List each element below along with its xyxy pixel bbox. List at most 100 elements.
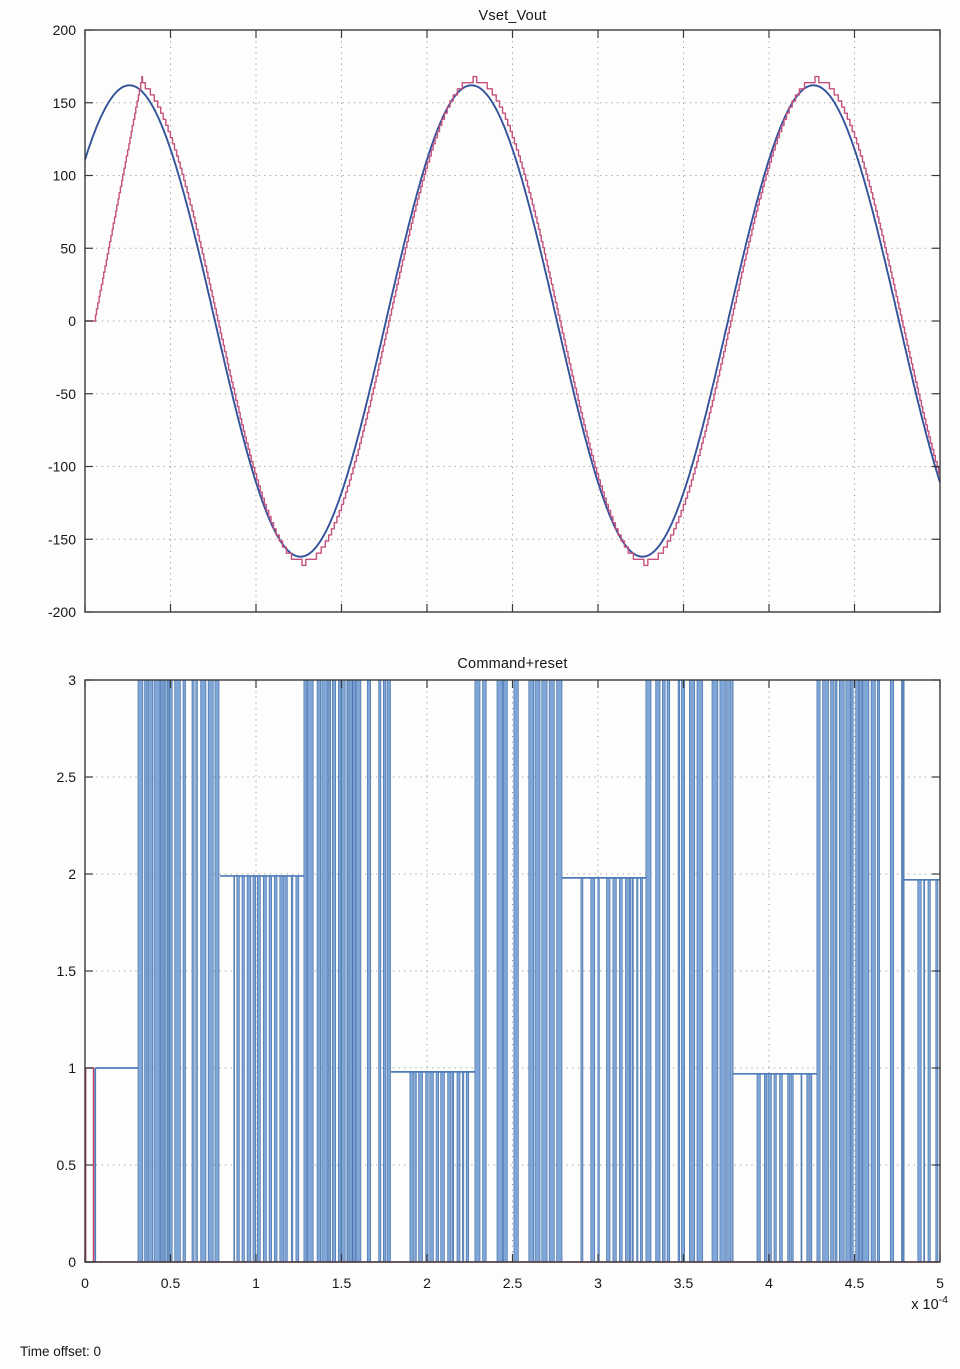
command-pulse-bar: [677, 679, 681, 1263]
command-pulse-bar: [689, 679, 696, 1263]
command-pulse-bar: [233, 875, 235, 1263]
command-pulse-bar: [681, 679, 685, 1263]
command-pulse-bar: [773, 1073, 777, 1263]
command-pulse-bar: [214, 679, 220, 1263]
command-pulse-bar: [174, 679, 181, 1263]
command-pulse-bar: [851, 679, 854, 1263]
command-pulse-bar: [822, 679, 829, 1263]
command-pulse-bar: [927, 879, 931, 1263]
command-pulse-bar: [382, 679, 387, 1263]
command-pulse-bar: [160, 679, 164, 1263]
y-tick-label: 1.5: [57, 963, 77, 979]
x-tick-label: 4: [765, 1275, 773, 1291]
x-tick-label: 5: [936, 1275, 944, 1291]
command-pulse-bar: [800, 1073, 803, 1263]
command-pulse-bar: [845, 679, 851, 1263]
command-pulse-bar: [163, 679, 167, 1263]
command-pulse-bar: [513, 679, 519, 1263]
command-pulse-bar: [409, 1071, 414, 1263]
command-pulse-bar: [366, 679, 371, 1263]
command-pulse-bar: [268, 875, 272, 1263]
y-tick-label: 0.5: [57, 1157, 77, 1173]
command-pulse-bar: [451, 1071, 455, 1263]
command-pulse-bar: [835, 679, 838, 1263]
command-pulse-bar: [169, 679, 173, 1263]
command-pulse-bar: [338, 679, 342, 1263]
command-pulse-bar: [425, 1071, 429, 1263]
command-pulse-bar: [236, 875, 240, 1263]
command-pulse-bar: [767, 1073, 772, 1263]
command-pulse-bar: [830, 679, 835, 1263]
command-pulse-bar: [923, 879, 926, 1263]
command-pulse-bar: [341, 679, 346, 1263]
x-tick-label: 1: [252, 1275, 260, 1291]
command-pulse-bar: [207, 679, 214, 1263]
command-pulse-bar: [790, 1073, 794, 1263]
command-pulse-bar: [858, 679, 863, 1263]
x-tick-label: 0.5: [161, 1275, 181, 1291]
command-pulse-bar: [901, 679, 903, 1263]
command-pulse-bar: [870, 679, 876, 1263]
command-pulse-bar: [838, 679, 845, 1263]
command-pulse-bar: [429, 1071, 434, 1263]
command-pulse-bar: [200, 679, 207, 1263]
x-multiplier-exponent: -4: [938, 1294, 948, 1306]
command-pulse-bar: [303, 679, 307, 1263]
top-plot-title: Vset_Vout: [478, 8, 547, 24]
x-tick-label: 3: [594, 1275, 602, 1291]
command-pulse-bar: [855, 679, 859, 1263]
command-pulse-bar: [711, 679, 719, 1263]
command-pulse-bar: [462, 1071, 465, 1263]
x-tick-label: 0: [81, 1275, 89, 1291]
command-pulse-bar: [779, 1073, 783, 1263]
command-pulse-bar: [474, 679, 481, 1263]
vout-curve: [84, 84, 941, 558]
command-pulse-bar: [806, 1073, 809, 1263]
command-pulse-bar: [809, 1073, 813, 1263]
command-pulse-bar: [528, 679, 534, 1263]
y-tick-label: 0: [68, 313, 76, 329]
command-pulse-bar: [580, 877, 584, 1263]
command-pulse-bar: [355, 679, 362, 1263]
command-pulse-bar: [256, 875, 261, 1263]
command-pulse-bar: [502, 679, 508, 1263]
vset-vout-plot-area: 200 150 100 50 0 -50 -100 -150 -200: [48, 22, 941, 620]
command-pulse-bar: [636, 877, 639, 1263]
command-pulse-bar: [328, 679, 331, 1263]
x-multiplier-base: x 10: [911, 1296, 939, 1313]
y-tick-label: 3: [68, 672, 76, 688]
command-pulse-bar: [862, 679, 870, 1263]
command-pulse-bar: [414, 1071, 417, 1263]
command-pulse-bar: [262, 875, 267, 1263]
command-pulse-bar: [252, 875, 257, 1263]
command-pulse-bar: [346, 679, 349, 1263]
command-pulse-bar: [191, 679, 195, 1263]
x-tick-label: 2: [423, 1275, 431, 1291]
x-tick-label: 2.5: [503, 1275, 523, 1291]
y-tick-label: 2: [68, 866, 76, 882]
command-pulse-bar: [764, 1073, 768, 1263]
command-pulse-bar: [447, 1071, 452, 1263]
command-pulse-bar: [274, 875, 278, 1263]
command-pulse-bar: [756, 1073, 761, 1263]
time-offset-label: Time offset: 0: [20, 1344, 102, 1359]
command-pulse-bar: [662, 679, 666, 1263]
x-tick-label: 1.5: [332, 1275, 352, 1291]
command-pulse-bar: [917, 879, 922, 1263]
command-pulse-bar: [352, 679, 356, 1263]
x-tick-label: 4.5: [845, 1275, 865, 1291]
vset-staircase: [85, 75, 940, 567]
command-pulse-bar: [195, 679, 198, 1263]
bottom-plot-title: Command+reset: [457, 656, 568, 672]
command-pulse-bar: [378, 679, 382, 1263]
command-pulse-bar: [640, 877, 643, 1263]
command-pulse-bar: [144, 679, 148, 1263]
command-pulse-bar: [645, 679, 652, 1263]
command-pulse-bar: [625, 877, 629, 1263]
command-pulse-bar: [435, 1071, 439, 1263]
command-pulse-bar: [307, 679, 314, 1263]
y-tick-label: -150: [48, 531, 76, 547]
command-pulse-bar: [290, 875, 294, 1263]
command-pulse-bar: [465, 1071, 470, 1263]
